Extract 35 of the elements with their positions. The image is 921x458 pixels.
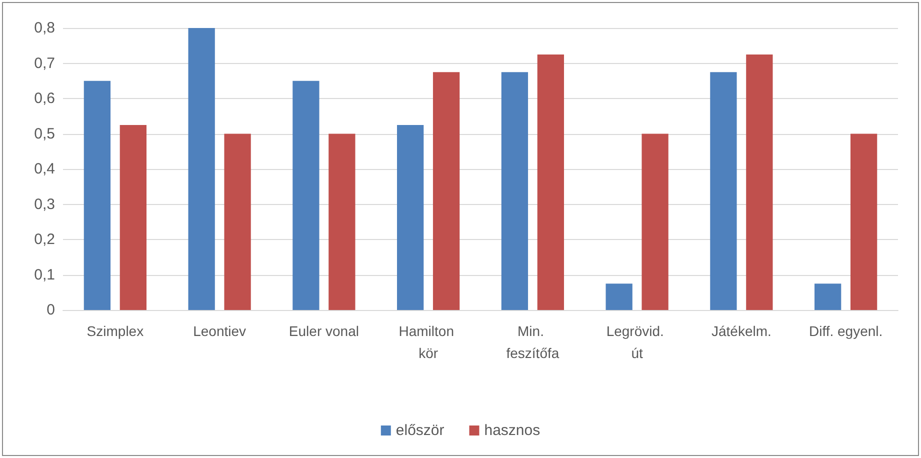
bar — [224, 134, 251, 310]
y-tick-label: 0,4 — [34, 160, 55, 178]
bar — [537, 54, 564, 310]
bar — [292, 80, 320, 310]
x-tick-label: Játékelm. — [711, 323, 772, 339]
bar — [328, 134, 356, 310]
bar — [710, 72, 737, 310]
bar — [850, 134, 878, 310]
legend-label: először — [396, 422, 444, 439]
x-tick-label: Leontiev — [193, 323, 246, 339]
x-tick-label: Hamilton kör — [398, 323, 458, 361]
bar — [188, 28, 215, 310]
x-tick-label: Min. feszítőfa — [506, 323, 560, 361]
bar — [84, 80, 111, 310]
y-tick-label: 0 — [46, 302, 55, 318]
y-tick-label: 0,7 — [34, 54, 55, 72]
bar — [120, 124, 146, 310]
bar — [814, 284, 842, 310]
bar — [642, 134, 668, 310]
bar — [397, 124, 424, 310]
y-tick-label: 0,5 — [34, 125, 55, 142]
bar — [606, 284, 632, 310]
x-tick-label: Legrövid. út — [606, 323, 668, 361]
x-tick-label: Szimplex — [86, 323, 144, 339]
legend-label: hasznos — [484, 422, 540, 439]
y-tick-label: 0,2 — [34, 231, 55, 248]
x-tick-label: Diff. egyenl. — [808, 323, 883, 339]
bar — [746, 54, 773, 310]
y-tick-label: 0,8 — [34, 20, 55, 36]
y-tick-label: 0,3 — [34, 196, 55, 213]
y-tick-label: 0,6 — [34, 90, 55, 107]
bar — [432, 72, 460, 310]
x-tick-label: Euler vonal — [288, 323, 359, 339]
y-tick-label: 0,1 — [34, 266, 55, 284]
bar — [501, 72, 528, 310]
